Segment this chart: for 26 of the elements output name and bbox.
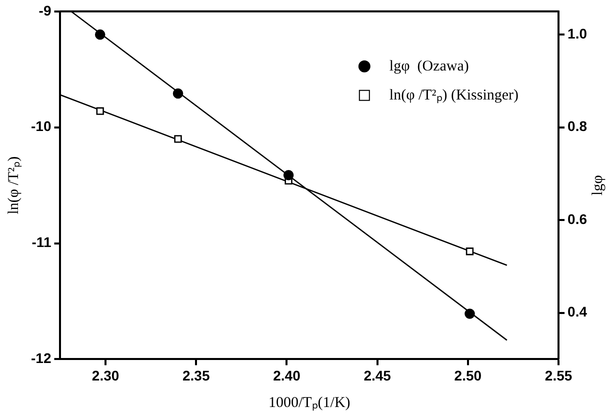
point xyxy=(94,29,106,40)
y2-axis-title: lgφ xyxy=(590,174,606,196)
y2-tick-label: 0.6 xyxy=(568,210,588,227)
point xyxy=(172,88,184,99)
x-axis-title: 1000/Tₚ(1/K) xyxy=(268,394,350,411)
x-tick-label: 2.45 xyxy=(364,367,392,384)
y-tick-label: -11 xyxy=(32,234,52,250)
y-tick-label: -9 xyxy=(38,2,52,18)
point xyxy=(283,170,294,180)
point xyxy=(174,135,182,143)
y2-tick-label: 0.8 xyxy=(568,118,588,134)
y2-tick-label: 1.0 xyxy=(568,25,588,42)
y2-tick-label: 0.4 xyxy=(568,304,588,320)
y-tick-label: -10 xyxy=(31,118,52,134)
x-tick-label: 2.40 xyxy=(273,367,301,384)
point xyxy=(464,308,475,319)
point xyxy=(96,107,104,115)
x-tick-label: 2.50 xyxy=(454,367,482,384)
legend-label: ln(φ /T²ₚ) (Kissinger) xyxy=(389,87,519,104)
y-tick-label: -12 xyxy=(31,350,52,366)
legend-label: lgφ (Ozawa) xyxy=(389,58,469,74)
x-tick-label: 2.30 xyxy=(92,367,120,384)
point xyxy=(466,248,474,256)
y-axis-title: ln(φ /T²ₚ) xyxy=(6,156,22,214)
x-tick-label: 2.55 xyxy=(544,367,572,384)
x-tick-label: 2.35 xyxy=(182,367,210,384)
